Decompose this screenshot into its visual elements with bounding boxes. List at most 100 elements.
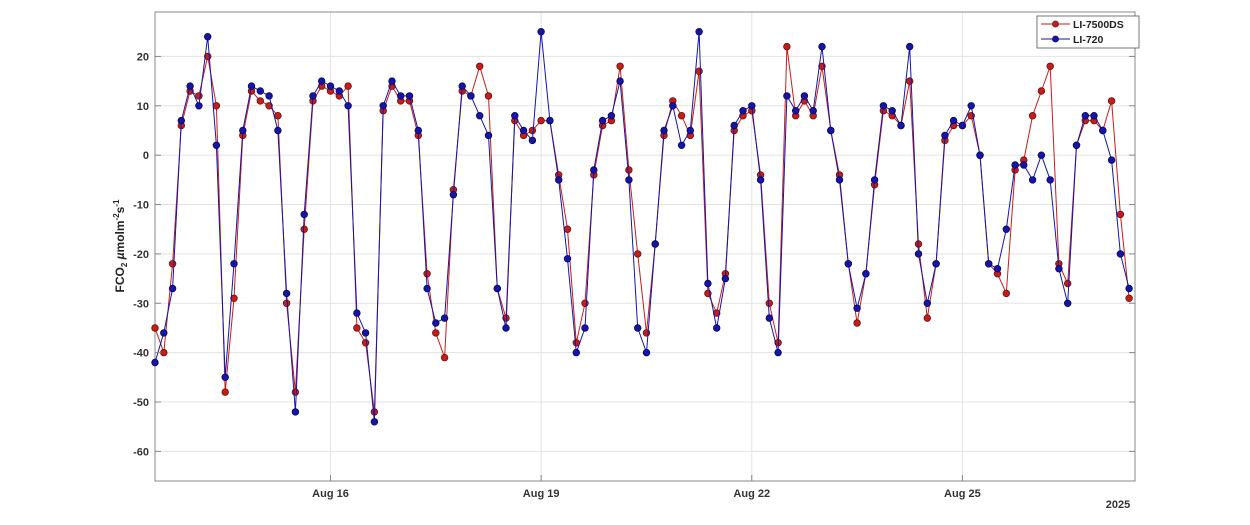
data-point-li720: [414, 126, 422, 135]
data-point-li7500ds: [625, 166, 633, 174]
data-point-li720: [282, 289, 291, 298]
data-point-li720: [546, 116, 554, 125]
data-point-li720: [1011, 161, 1019, 169]
y-tick-label: 0: [143, 150, 149, 162]
data-point-li720: [511, 111, 519, 120]
data-point-li7500ds: [221, 388, 229, 396]
data-point-li720: [537, 28, 545, 36]
data-point-li720: [958, 121, 967, 130]
data-point-li720: [1081, 111, 1089, 120]
data-point-li720: [195, 102, 203, 110]
data-point-li720: [651, 240, 659, 248]
data-point-li720: [432, 319, 440, 327]
data-point-li720: [291, 408, 300, 416]
y-tick-label: -20: [133, 249, 149, 261]
y-label-exp1: -2: [112, 213, 121, 221]
data-point-li720: [555, 176, 563, 184]
series-layer: [151, 28, 1133, 426]
y-label-unit: molm: [113, 220, 127, 252]
data-point-li720: [976, 151, 984, 159]
data-point-li7500ds: [695, 67, 703, 75]
data-point-li720: [590, 166, 598, 174]
data-point-li720: [704, 279, 712, 288]
data-point-li720: [756, 176, 765, 184]
data-point-li720: [607, 111, 616, 120]
data-point-li720: [265, 92, 273, 100]
data-point-li720: [467, 92, 475, 100]
data-point-li720: [669, 102, 677, 110]
data-point-li720: [774, 348, 782, 357]
y-tick-label: 10: [137, 101, 149, 113]
data-point-li7500ds: [484, 92, 493, 100]
data-point-li720: [844, 260, 852, 268]
data-point-li720: [1063, 299, 1072, 307]
data-point-li720: [476, 111, 484, 120]
data-point-li7500ds: [195, 92, 203, 100]
data-point-li7500ds: [256, 97, 264, 105]
data-point-li720: [625, 176, 633, 184]
data-point-li720: [713, 324, 721, 332]
data-point-li720: [932, 260, 940, 268]
data-point-li7500ds: [274, 111, 282, 120]
y-tick-label: -60: [133, 446, 149, 458]
data-point-li720: [1046, 176, 1054, 184]
y-axis-ticks: -60 -50 -40 -30 -20 -10 0 10 20: [133, 51, 1135, 458]
data-point-li720: [203, 33, 212, 41]
data-point-li720: [941, 131, 949, 140]
data-point-li720: [335, 87, 343, 95]
data-point-li7500ds: [423, 270, 431, 278]
data-point-li720: [344, 102, 352, 110]
data-point-li7500ds: [906, 77, 914, 85]
y-tick-label: -50: [133, 397, 149, 409]
x-tick-label: Aug 16: [312, 488, 349, 500]
data-point-li7500ds: [230, 294, 238, 302]
data-point-li720: [967, 102, 975, 110]
data-point-li7500ds: [1028, 111, 1037, 120]
data-point-li720: [423, 284, 431, 293]
y-axis-label: FCO2 µmolm-2s-1: [112, 199, 129, 293]
data-point-li720: [168, 284, 177, 293]
data-point-li7500ds: [528, 126, 537, 135]
data-point-li7500ds: [291, 388, 300, 396]
y-tick-label: 20: [137, 51, 149, 63]
y-label-main: FCO: [113, 267, 127, 292]
series-li720: [151, 28, 1133, 426]
data-point-li720: [1090, 111, 1098, 120]
data-point-li720: [458, 82, 466, 90]
data-point-li720: [239, 126, 247, 135]
data-point-li7500ds: [642, 329, 651, 337]
data-point-li720: [897, 121, 905, 130]
legend-marker-li7500ds: [1052, 20, 1059, 28]
legend: LI-7500DS LI-720: [1036, 15, 1140, 49]
y-label-exp2: -1: [112, 199, 121, 207]
x-axis-ticks: Aug 16 Aug 19 Aug 22 Aug 25: [312, 475, 981, 500]
data-point-li7500ds: [1125, 294, 1133, 302]
data-point-li720: [835, 176, 844, 184]
data-point-li7500ds: [1063, 279, 1072, 288]
data-point-li720: [827, 126, 835, 135]
data-point-li720: [151, 358, 159, 367]
data-point-li7500ds: [160, 348, 168, 357]
data-point-li720: [721, 274, 730, 283]
legend-label-li720: LI-720: [1073, 34, 1104, 46]
data-point-li7500ds: [476, 62, 484, 71]
data-point-li720: [388, 77, 396, 85]
series-line-li7500ds: [154, 46, 1130, 413]
data-point-li720: [440, 314, 449, 322]
data-point-li720: [563, 255, 572, 263]
data-point-li720: [1055, 265, 1063, 273]
data-point-li720: [730, 121, 738, 130]
data-point-li720: [1020, 161, 1028, 169]
data-point-li720: [1116, 250, 1125, 258]
data-point-li720: [862, 270, 870, 278]
data-point-li720: [660, 126, 668, 135]
data-point-li720: [318, 77, 326, 85]
data-point-li720: [686, 126, 694, 135]
data-point-li720: [572, 348, 580, 357]
data-point-li720: [809, 106, 817, 115]
data-point-li720: [879, 102, 888, 110]
data-point-li7500ds: [853, 319, 861, 327]
data-point-li7500ds: [353, 324, 361, 332]
data-point-li720: [1099, 126, 1107, 135]
data-point-li720: [634, 324, 642, 332]
